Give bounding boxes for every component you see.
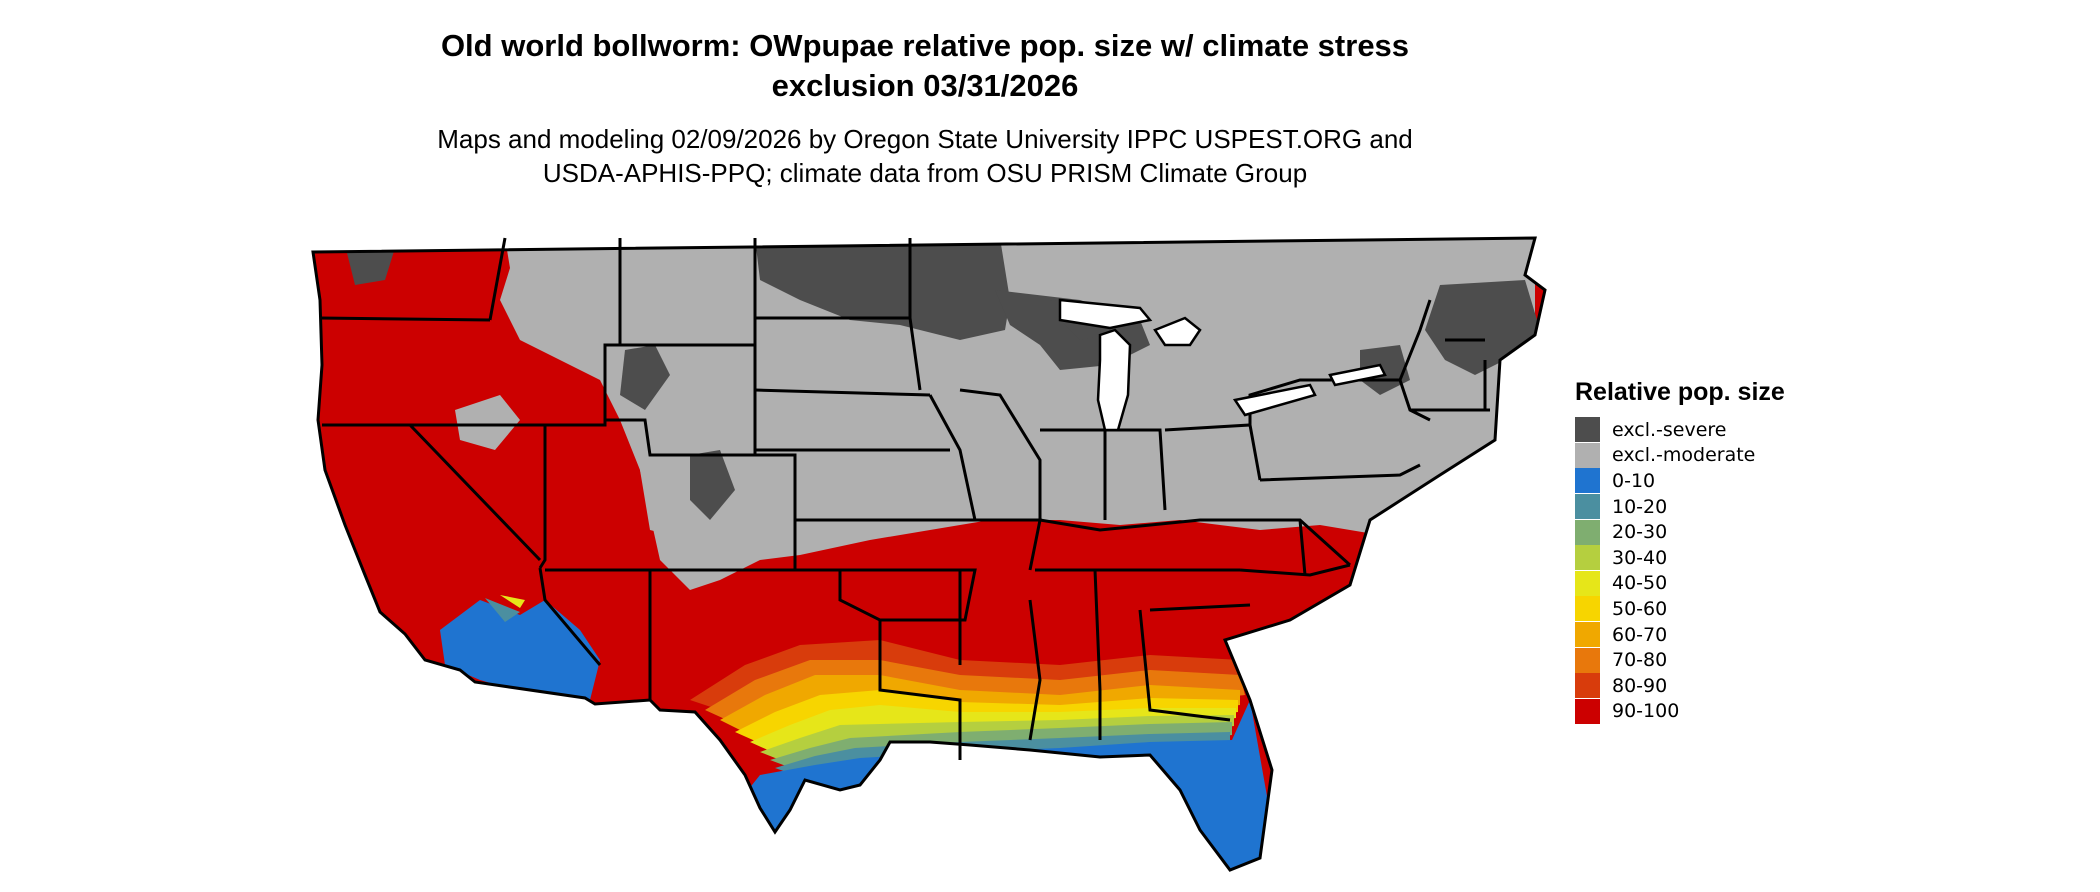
legend-swatch [1575,494,1600,520]
legend-swatch [1575,545,1600,571]
legend-label: 30-40 [1612,546,1668,569]
legend-item: 30-40 [1575,545,1785,571]
map-title-line-1: Old world bollworm: OWpupae relative pop… [440,28,1410,63]
legend: Relative pop. size excl.-severe excl.-mod… [1575,378,1785,724]
legend-label: 90-100 [1612,700,1680,723]
legend-label: excl.-moderate [1612,444,1756,467]
legend-item: 70-80 [1575,647,1785,673]
map-subtitle: Maps and modeling 02/09/2026 by Oregon S… [0,122,1850,190]
legend-label: 80-90 [1612,674,1668,697]
legend-item: 50-60 [1575,596,1785,622]
legend-item: 20-30 [1575,519,1785,545]
region-excl-moderate [500,238,1535,590]
legend-swatch [1575,519,1600,545]
legend-item: 40-50 [1575,570,1785,597]
legend-item: excl.-severe [1575,417,1785,443]
legend-label: 40-50 [1612,572,1668,595]
legend-item: excl.-moderate [1575,442,1785,469]
map-title-line-2: exclusion 03/31/2026 [771,68,1079,103]
legend-swatch [1575,698,1600,724]
legend-label: 70-80 [1612,649,1668,672]
region-excl-severe [755,238,1010,340]
legend-item: 10-20 [1575,494,1785,520]
legend-swatch [1575,622,1600,648]
map-subtitle-line-2: USDA-APHIS-PPQ; climate data from OSU PR… [542,158,1308,188]
legend-label: excl.-severe [1612,418,1727,441]
legend-swatch [1575,417,1600,443]
legend-rows: excl.-severe excl.-moderate 0-10 10-20 20-30… [1575,417,1785,724]
legend-item: 60-70 [1575,622,1785,648]
legend-item: 80-90 [1575,673,1785,699]
legend-item: 0-10 [1575,468,1785,494]
legend-swatch [1575,442,1600,468]
map-fill [313,238,1545,870]
legend-swatch [1575,596,1600,622]
legend-label: 0-10 [1612,469,1656,492]
legend-swatch [1575,570,1600,596]
legend-swatch [1575,647,1600,673]
legend-label: 60-70 [1612,623,1668,646]
legend-label: 10-20 [1612,495,1668,518]
map-title: Old world bollworm: OWpupae relative pop… [0,26,1850,106]
legend-swatch [1575,468,1600,494]
legend-title: Relative pop. size [1575,378,1785,406]
legend-label: 20-30 [1612,521,1668,544]
legend-item: 90-100 [1575,698,1785,725]
legend-swatch [1575,673,1600,699]
legend-label: 50-60 [1612,597,1668,620]
map-subtitle-line-1: Maps and modeling 02/09/2026 by Oregon S… [437,124,1413,154]
great-lakes [1058,298,1387,432]
